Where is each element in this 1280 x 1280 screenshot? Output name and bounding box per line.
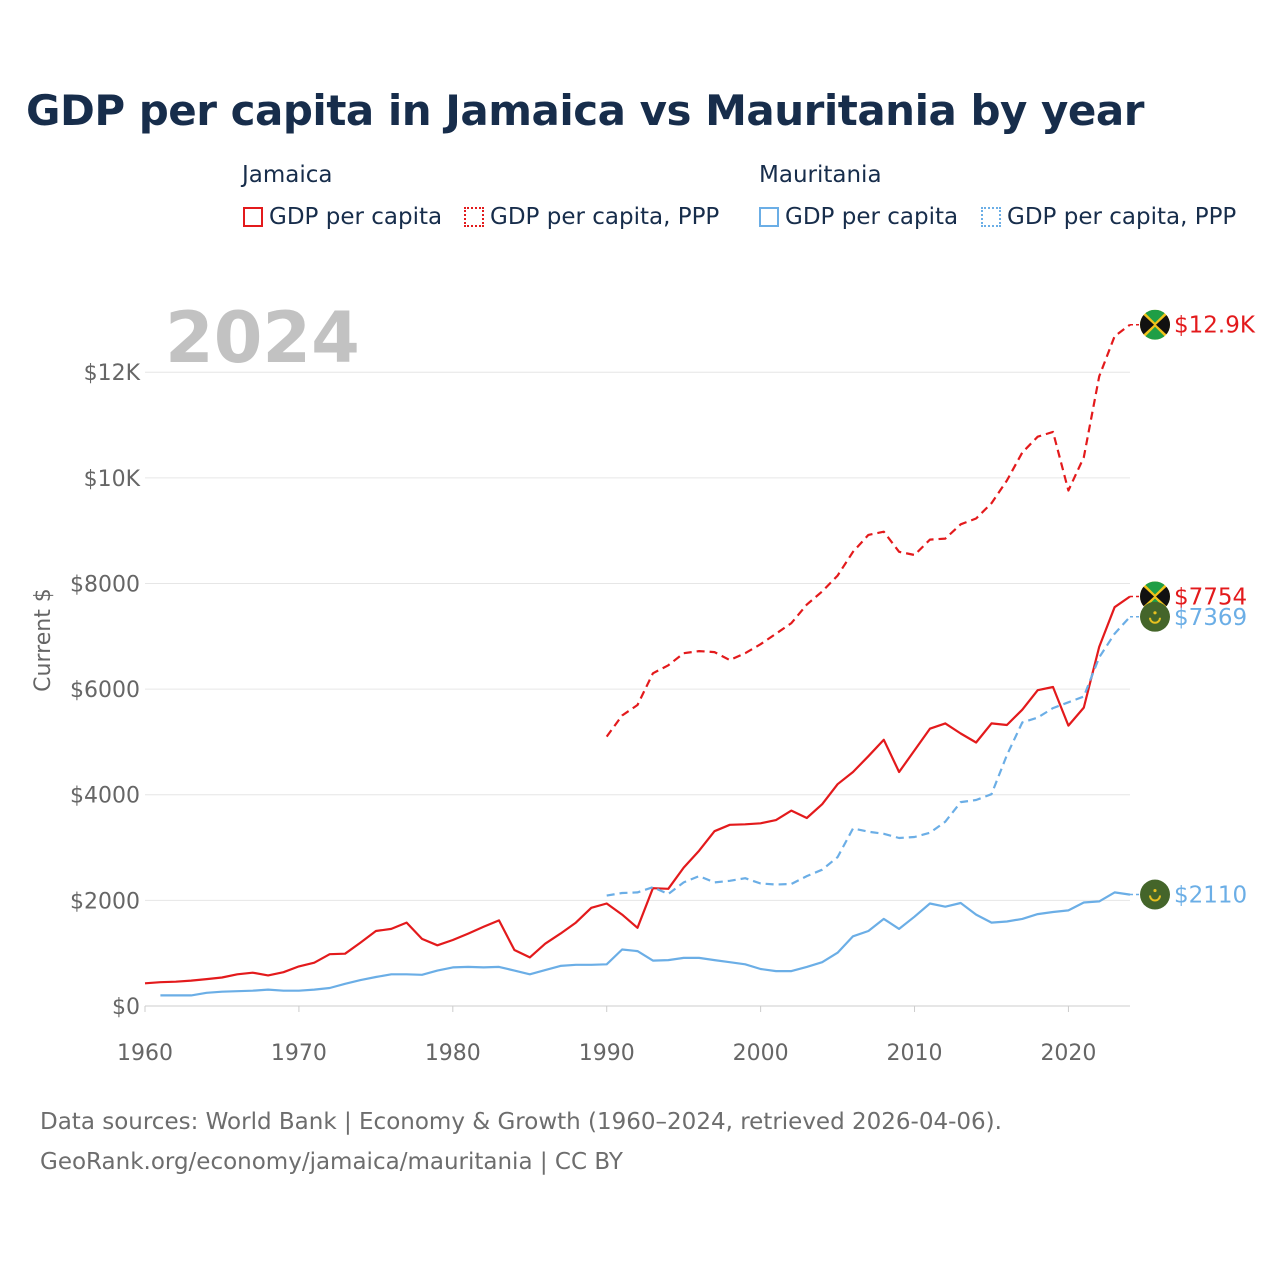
end-value-label: $7369: [1174, 605, 1247, 631]
legend-jamaica-title: Jamaica: [242, 162, 333, 188]
x-tick-label: 2000: [733, 1041, 789, 1066]
footer-sources: Data sources: World Bank | Economy & Gro…: [40, 1109, 1002, 1135]
x-tick-label: 2020: [1040, 1041, 1096, 1066]
y-tick-label: $4000: [70, 784, 140, 809]
y-tick-label: $2000: [70, 889, 140, 914]
x-tick-label: 1980: [425, 1041, 481, 1066]
legend-swatch-mauritania-ppp: [981, 207, 1001, 227]
mauritania-flag-icon: [1140, 601, 1170, 632]
legend-item-jamaica-ppp[interactable]: GDP per capita, PPP: [464, 204, 719, 230]
legend-swatch-jamaica-gdp: [243, 207, 263, 227]
end-marker-layer: $7754 $12.9K $2110 $7369: [1130, 309, 1256, 910]
legend-item-mauritania-ppp[interactable]: GDP per capita, PPP: [981, 204, 1236, 230]
y-tick-label: $6000: [70, 678, 140, 703]
jamaica-flag-icon: [1140, 309, 1170, 340]
series-line-mauritania-gdp-per-capita[interactable]: [160, 891, 1131, 997]
y-tick-label: $0: [112, 995, 140, 1020]
mauritania-flag-icon: [1140, 879, 1170, 910]
legend-label-mauritania-gdp: GDP per capita: [785, 204, 959, 230]
series-line-mauritania-gdp-per-capita-ppp[interactable]: [606, 616, 1131, 897]
y-tick-label: $10K: [84, 467, 141, 492]
x-tick-label: 1990: [579, 1041, 635, 1066]
legend-swatch-jamaica-ppp: [464, 207, 484, 227]
series-layer: [144, 323, 1131, 997]
legend-label-jamaica-gdp: GDP per capita: [269, 204, 443, 230]
y-tick-label: $8000: [70, 572, 140, 597]
x-tick-label: 2010: [887, 1041, 943, 1066]
legend-item-jamaica-gdp[interactable]: GDP per capita: [243, 204, 442, 230]
grid-layer: [145, 371, 1130, 1007]
legend-mauritania-title: Mauritania: [759, 162, 882, 188]
end-value-label: $7754: [1174, 584, 1247, 610]
legend-label-mauritania-ppp: GDP per capita, PPP: [1007, 204, 1237, 230]
x-tick-label: 1970: [271, 1041, 327, 1066]
y-tick-label: $12K: [84, 361, 141, 386]
legend-swatch-mauritania-gdp: [759, 207, 779, 227]
series-line-jamaica-gdp-per-capita[interactable]: [144, 595, 1131, 985]
chart-title: GDP per capita in Jamaica vs Mauritania …: [26, 86, 1144, 135]
x-tick-label: 1960: [117, 1041, 173, 1066]
series-line-jamaica-gdp-per-capita-ppp[interactable]: [605, 323, 1131, 738]
axis-layer: $0 $2000 $4000 $6000 $8000 $10K $12K 1960 1970 19…: [70, 361, 1096, 1066]
y-axis-title: Current $: [31, 588, 56, 692]
end-value-label: $12.9K: [1174, 313, 1256, 339]
end-value-label: $2110: [1174, 883, 1247, 909]
footer-attribution[interactable]: GeoRank.org/economy/jamaica/mauritania |…: [40, 1149, 623, 1175]
year-watermark: 2024: [165, 297, 360, 379]
legend-label-jamaica-ppp: GDP per capita, PPP: [490, 204, 720, 230]
legend-item-mauritania-gdp[interactable]: GDP per capita: [759, 204, 958, 230]
